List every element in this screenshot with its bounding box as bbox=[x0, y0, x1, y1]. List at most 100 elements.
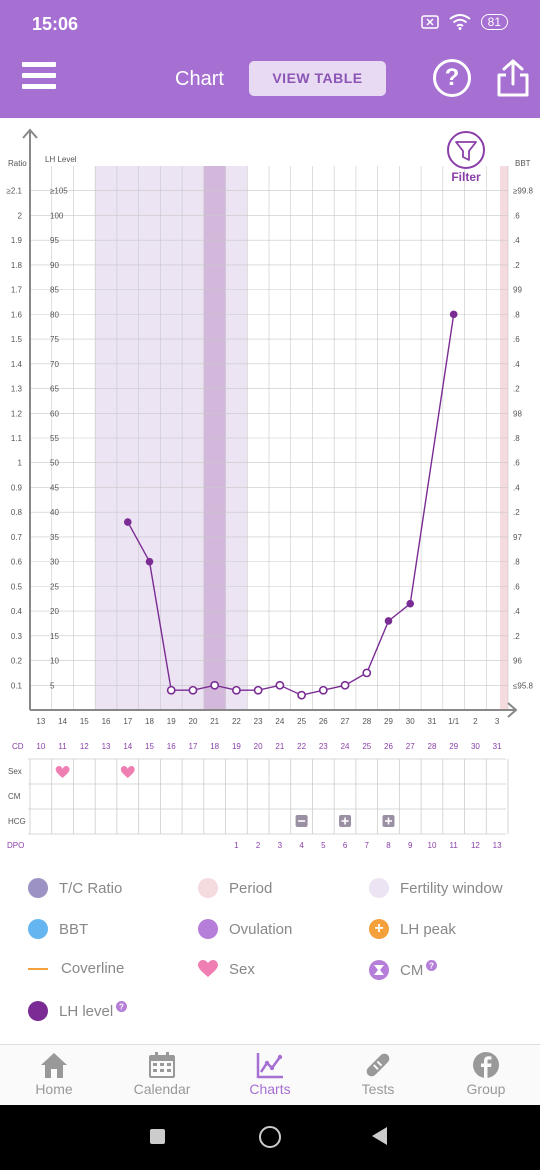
dpo-value: 9 bbox=[408, 841, 413, 850]
bbt-tick-label: .6 bbox=[513, 335, 520, 344]
ratio-tick-label: 1 bbox=[18, 459, 23, 468]
lh-tick-label: ≥105 bbox=[50, 187, 68, 196]
lh-data-point[interactable] bbox=[166, 685, 176, 695]
lh-tick-label: 55 bbox=[50, 434, 59, 443]
lh-data-point[interactable] bbox=[318, 685, 328, 695]
bbt-tick-label: 97 bbox=[513, 533, 522, 542]
lh-data-point[interactable] bbox=[362, 668, 372, 678]
lh-peak-plus-icon: + bbox=[369, 919, 389, 939]
cd-value: 26 bbox=[384, 742, 393, 751]
lh-data-point[interactable] bbox=[275, 680, 285, 690]
lh-data-point[interactable] bbox=[232, 685, 241, 695]
cd-value: 16 bbox=[167, 742, 176, 751]
bbt-tick-label: .4 bbox=[513, 607, 520, 616]
date-tick-label: 30 bbox=[406, 717, 415, 726]
system-navigation-bar bbox=[0, 1105, 540, 1170]
cd-value: 19 bbox=[232, 742, 241, 751]
lh-data-point[interactable] bbox=[449, 310, 458, 319]
date-tick-label: 3 bbox=[495, 717, 500, 726]
nav-home[interactable]: Home bbox=[4, 1051, 104, 1097]
ovulation-swatch-icon bbox=[198, 919, 218, 939]
lh-data-point[interactable] bbox=[123, 518, 132, 526]
nav-calendar[interactable]: Calendar bbox=[112, 1051, 212, 1097]
ratio-tick-label: 0.8 bbox=[11, 508, 23, 517]
period-swatch-icon bbox=[198, 878, 218, 898]
date-tick-label: 2 bbox=[473, 717, 478, 726]
table-row-label: CM bbox=[8, 792, 21, 801]
dpo-value: 7 bbox=[365, 841, 370, 850]
dpo-value: 8 bbox=[386, 841, 391, 850]
ratio-tick-label: 1.2 bbox=[11, 409, 23, 418]
ratio-tick-label: 1.7 bbox=[11, 286, 23, 295]
nav-charts[interactable]: Charts bbox=[220, 1051, 320, 1097]
lh-data-point[interactable] bbox=[188, 685, 198, 695]
lh-data-point[interactable] bbox=[340, 680, 350, 690]
help-button[interactable]: ? bbox=[433, 59, 471, 97]
ratio-axis-label: Ratio bbox=[8, 159, 27, 168]
ratio-tick-label: 0.7 bbox=[11, 533, 23, 542]
back-button[interactable] bbox=[372, 1127, 387, 1145]
bbt-tick-label: .2 bbox=[513, 385, 520, 394]
ratio-tick-label: 1.6 bbox=[11, 310, 23, 319]
lh-data-point[interactable] bbox=[297, 690, 306, 700]
bbt-tick-label: ≤95.8 bbox=[513, 681, 534, 690]
legend-tc-ratio: T/C Ratio bbox=[28, 878, 122, 898]
ratio-tick-label: 1.5 bbox=[11, 335, 23, 344]
cm-help-icon[interactable]: ? bbox=[426, 959, 438, 971]
date-tick-label: 13 bbox=[36, 717, 45, 726]
cd-value: 27 bbox=[406, 742, 415, 751]
ratio-tick-label: 0.5 bbox=[11, 582, 23, 591]
bbt-tick-label: .8 bbox=[513, 310, 520, 319]
legend-bbt: BBT bbox=[28, 919, 88, 939]
lh-tick-label: 15 bbox=[50, 632, 59, 641]
facebook-icon bbox=[473, 1052, 499, 1078]
ratio-tick-label: 0.3 bbox=[11, 632, 23, 641]
nav-group[interactable]: Group bbox=[436, 1051, 536, 1097]
svg-text:?: ? bbox=[429, 961, 434, 970]
bbt-tick-label: .6 bbox=[513, 459, 520, 468]
recent-apps-button[interactable] bbox=[150, 1129, 165, 1144]
nav-tests[interactable]: Tests bbox=[328, 1051, 428, 1097]
status-bar: 15:06 81 bbox=[0, 0, 540, 48]
ratio-tick-label: 1.8 bbox=[11, 261, 23, 270]
date-tick-label: 26 bbox=[319, 717, 328, 726]
share-icon[interactable] bbox=[495, 58, 531, 98]
lh-data-point[interactable] bbox=[406, 599, 415, 608]
ratio-tick-label: 0.2 bbox=[11, 657, 23, 666]
lh-data-point[interactable] bbox=[253, 685, 263, 695]
cd-value: 23 bbox=[319, 742, 328, 751]
lh-tick-label: 60 bbox=[50, 409, 59, 418]
view-table-button[interactable]: VIEW TABLE bbox=[249, 61, 386, 96]
lh-tick-label: 25 bbox=[50, 582, 59, 591]
dpo-value: 12 bbox=[471, 841, 480, 850]
charts-icon bbox=[256, 1053, 283, 1079]
lh-axis-label: LH Level bbox=[45, 155, 77, 164]
cd-row-label: CD bbox=[12, 742, 24, 751]
date-tick-label: 25 bbox=[297, 717, 306, 726]
dpo-value: 10 bbox=[428, 841, 437, 850]
cd-value: 14 bbox=[123, 742, 132, 751]
home-system-button[interactable] bbox=[259, 1126, 281, 1148]
lh-data-point[interactable] bbox=[145, 557, 154, 566]
cd-value: 22 bbox=[297, 742, 306, 751]
lh-tick-label: 20 bbox=[50, 607, 59, 616]
battery-indicator: 81 bbox=[480, 14, 508, 30]
dpo-value: 6 bbox=[343, 841, 348, 850]
filter-button[interactable]: Filter bbox=[447, 131, 485, 184]
date-tick-label: 24 bbox=[275, 717, 284, 726]
lh-tick-label: 40 bbox=[50, 508, 59, 517]
menu-button[interactable] bbox=[22, 62, 56, 96]
chart-legend: T/C Ratio Period Fertility window BBT Ov… bbox=[0, 868, 540, 1038]
legend-sex: Sex bbox=[198, 960, 255, 978]
cd-value: 10 bbox=[36, 742, 45, 751]
lh-data-point[interactable] bbox=[384, 617, 393, 625]
bbt-tick-label: .6 bbox=[513, 211, 520, 220]
lh-level-help-icon[interactable]: ? bbox=[116, 1000, 128, 1012]
lh-data-point[interactable] bbox=[210, 680, 220, 690]
status-time: 15:06 bbox=[32, 14, 79, 34]
home-icon bbox=[41, 1053, 67, 1078]
lh-tick-label: 5 bbox=[50, 681, 55, 690]
dpo-value: 13 bbox=[493, 841, 502, 850]
cd-value: 11 bbox=[58, 742, 67, 751]
date-tick-label: 22 bbox=[232, 717, 241, 726]
